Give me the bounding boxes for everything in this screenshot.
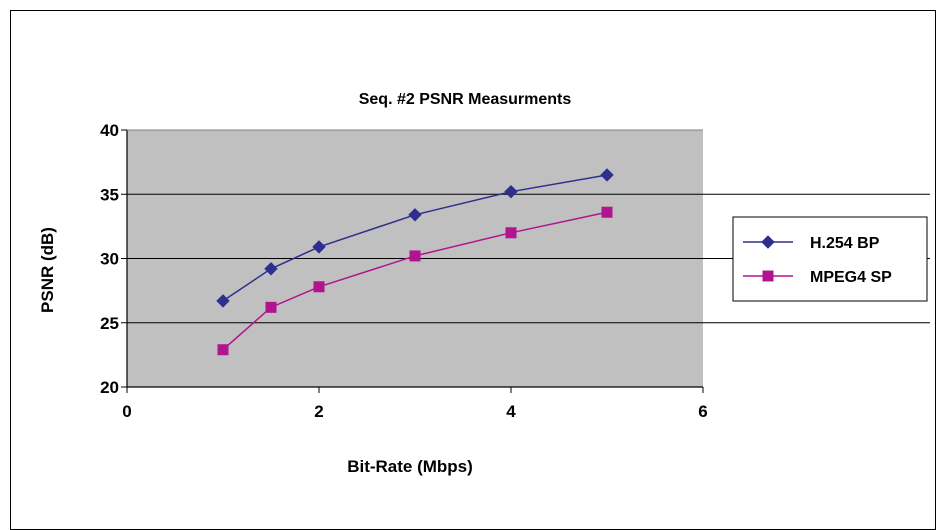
series-lines	[222, 174, 608, 351]
x-tick-label: 6	[698, 402, 707, 421]
legend-marker-2	[762, 270, 774, 282]
data-point-series-1	[504, 184, 518, 199]
x-axis-label: Bit-Rate (Mbps)	[347, 457, 473, 476]
data-point-series-2	[505, 227, 517, 239]
data-point-series-2	[265, 301, 277, 313]
x-tick-label: 4	[506, 402, 516, 421]
data-point-series-1	[408, 208, 422, 222]
data-point-series-1	[216, 294, 230, 308]
y-tick-label: 25	[100, 314, 119, 333]
legend: H.254 BP MPEG4 SP	[732, 216, 928, 302]
legend-label-2: MPEG4 SP	[810, 269, 892, 286]
x-tick-label: 0	[122, 402, 131, 421]
data-point-series-1	[312, 240, 326, 254]
y-tick-label: 20	[100, 378, 119, 397]
legend-box	[732, 216, 928, 302]
y-axis-label: PSNR (dB)	[38, 227, 57, 313]
chart-title: Seq. #2 PSNR Measurments	[359, 91, 572, 108]
chart-canvas: Seq. #2 PSNR Measurments 0 2 4 62025303540 …	[38, 91, 930, 476]
data-markers	[216, 168, 614, 356]
series-line-1	[222, 174, 608, 302]
data-point-series-2	[217, 344, 229, 356]
y-tick-label: 40	[100, 121, 119, 140]
series-line-2	[222, 211, 608, 351]
data-point-series-1	[600, 168, 614, 182]
legend-label-1: H.254 BP	[810, 235, 880, 252]
y-tick-label: 30	[100, 250, 119, 269]
data-point-series-2	[313, 281, 325, 293]
x-tick-label: 2	[314, 402, 323, 421]
tick-labels: 0 2 4 6 20 25 30 35 40	[100, 121, 708, 421]
data-point-series-2	[409, 250, 421, 262]
y-tick-label: 35	[100, 185, 119, 204]
legend-marker-1	[761, 235, 775, 249]
data-point-series-2	[601, 206, 613, 218]
data-point-series-1	[264, 262, 278, 276]
